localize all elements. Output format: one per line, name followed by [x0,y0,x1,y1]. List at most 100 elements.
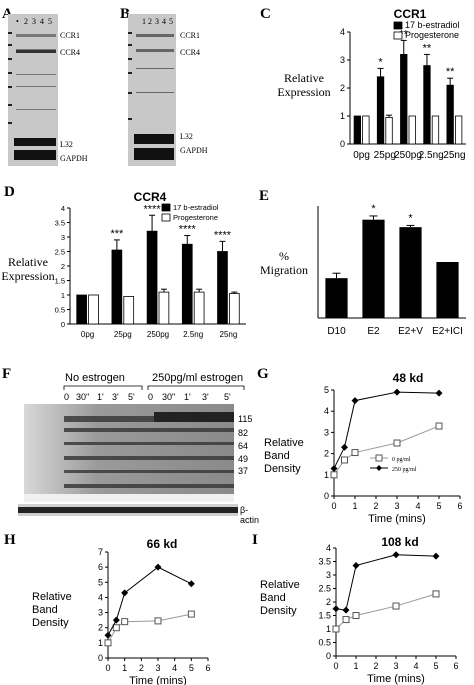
y-axis-label: Density [32,617,69,629]
bar [353,115,361,145]
gel-b-label-ccr1: CCR1 [180,31,201,40]
y-tick-label: 0 [326,651,331,661]
y-axis-label: Relative [32,591,72,603]
x-category-label: 25pg [114,330,132,339]
x-tick-label: 2 [139,663,144,673]
x-axis-label: Time (mins) [129,675,187,685]
gel-a-lane-5: 5 [48,17,52,26]
group-label-estrogen: 250pg/ml estrogen [152,372,244,384]
bar [217,251,228,325]
y-axis-label: Expression [1,269,54,283]
y-tick-label: 0.5 [318,638,331,648]
data-point-diamond [341,443,348,451]
data-point-diamond [332,605,340,613]
x-tick-label: 6 [205,663,210,673]
bar [399,227,422,318]
legend-swatch [161,203,171,212]
significance-mark: **** [144,203,162,215]
bar [408,115,416,145]
chart-108kd: 108 kd 0 0.5 1 1.5 2 2.5 3 3.5 4 0 1 2 3 4 5 6 Time (mins… [260,535,459,685]
significance-mark: * [371,203,376,215]
y-tick-label: 3 [324,427,329,437]
y-tick-label: 2.5 [55,248,65,257]
x-category-label: E2+V [398,326,423,337]
y-tick-label: 0 [324,491,329,501]
y-tick-label: 1 [326,624,331,634]
bar [362,115,370,145]
y-axis-label: Band [260,592,286,604]
panel-letter-e: E [259,188,270,204]
significance-mark: * [408,212,413,224]
chart-48kd: 48 kd 0 1 2 3 4 5 0 1 2 3 4 5 6 Time (mins) RelativeBan… [264,371,463,525]
bar [228,293,240,325]
y-tick-label: 6 [98,562,103,572]
actin-blot [18,504,238,516]
bar [446,84,454,145]
chart-title: 66 kd [147,537,178,551]
data-point-square [392,602,400,610]
y-tick-label: 0.5 [55,306,65,315]
mw-label-37: 37 [238,466,249,476]
x-category-label: 25ng [220,330,238,339]
bar [146,230,158,325]
data-point-square [393,439,401,447]
bar [454,115,463,145]
group-brackets [63,385,245,390]
y-axis-label: Relative [260,579,300,591]
y-axis-label: Expression [277,85,330,99]
x-category-label: 0pg [81,330,94,339]
x-tick-label: 4 [172,663,177,673]
bar [193,291,205,325]
western-blot-f: No estrogen 250pg/ml estrogen 0 30" 1' 3… [12,370,262,525]
y-tick-label: 4 [98,592,103,602]
x-tick-label: 1 [352,501,357,511]
chart-title: CCR1 [394,7,427,21]
series-line [333,425,440,476]
legend-swatch [393,31,403,40]
data-point-diamond [432,552,440,560]
panel-letter-g: G [257,366,269,382]
gel-a-label-l32: L32 [60,140,73,149]
x-category-label: E2+ICI [432,326,463,337]
panel-letter-h: H [4,532,16,548]
y-axis-label: Migration [260,263,308,277]
mw-label-49: 49 [238,454,249,464]
blot-image [24,404,234,502]
bar [400,54,408,145]
x-tick-label: 3 [393,661,398,671]
data-point-square [187,610,195,618]
gel-b-bands [128,14,176,166]
data-point-diamond [392,551,400,559]
time-label-7: 30" [162,392,176,402]
y-tick-label: 7 [98,547,103,557]
panel-letter-c: C [260,6,271,22]
series-line [107,613,192,644]
gel-a-label-gapdh: GAPDH [60,154,88,163]
x-tick-label: 6 [453,661,458,671]
data-point-diamond [112,616,120,624]
mw-label-82: 82 [238,428,249,438]
time-label-8: 1' [184,392,191,402]
data-point-square [432,590,440,598]
gel-b-lane-5: 5 [169,17,173,26]
chart-title: 48 kd [393,371,424,385]
x-category-label: E2 [367,326,380,337]
legend-label: Progesterone [405,30,459,40]
y-tick-label: 3 [326,570,331,580]
data-point-square [112,624,120,632]
y-tick-label: 1 [340,111,345,121]
data-point-square [341,456,348,464]
gel-b-lane-1: 1 [142,17,146,26]
y-tick-label: 2 [326,597,331,607]
bar [436,262,459,318]
y-tick-label: 3.5 [318,557,331,567]
data-point-square [435,422,443,430]
y-tick-label: 3 [98,608,103,618]
y-tick-label: 1.5 [318,611,331,621]
chart-migration: %Migration D10 * E2 * E2+V E2+ICI [260,203,466,337]
gel-a-label-ccr4: CCR4 [60,48,81,57]
y-axis-label: Relative [264,437,304,449]
x-category-label: 2.5ng [419,150,444,161]
x-category-label: 2.5ng [183,330,203,339]
legend-marker [375,454,383,462]
